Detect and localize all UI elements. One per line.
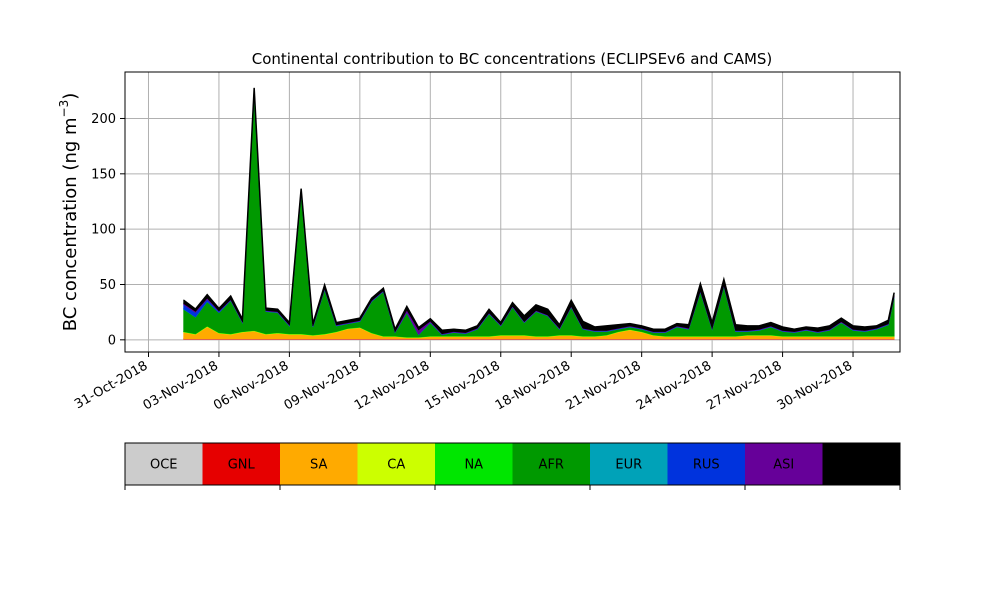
x-tick-label: 12-Nov-2018 <box>352 358 432 413</box>
x-tick-label: 30-Nov-2018 <box>775 358 855 413</box>
y-axis-label-main: BC concentration (ng m <box>60 117 81 331</box>
area-series-asi <box>183 91 895 335</box>
legend-swatch-asi <box>745 443 823 485</box>
total-outline <box>183 87 895 332</box>
legend-swatch-afr <box>512 443 591 485</box>
legend-swatch-na <box>435 443 513 485</box>
area-series-rus <box>183 91 895 336</box>
y-tick-label: 150 <box>91 167 116 182</box>
y-tick-label: 50 <box>99 278 116 293</box>
stacked-areas <box>183 87 895 341</box>
legend-swatch-ca <box>357 443 436 485</box>
y-axis-ticks: 0 50 100 150 200 <box>91 112 125 348</box>
y-tick-label: 0 <box>108 333 116 348</box>
legend-swatch-aus <box>822 443 901 485</box>
y-tick-label: 100 <box>91 223 116 238</box>
x-tick-label: 03-Nov-2018 <box>141 358 221 413</box>
x-tick-label: 09-Nov-2018 <box>282 358 362 413</box>
legend-label-ca: CA <box>387 458 405 473</box>
legend-swatch-rus <box>667 443 746 485</box>
x-tick-label: 31-Oct-2018 <box>72 358 150 412</box>
legend-label-gnl: GNL <box>228 458 256 473</box>
y-tick-label: 200 <box>91 112 116 127</box>
legend-swatch-gnl <box>202 443 281 485</box>
legend-label-aus: AUS <box>848 458 875 473</box>
area-series-afr <box>183 92 895 338</box>
legend-label-sa: SA <box>310 458 327 473</box>
area-series-aus <box>183 87 895 335</box>
y-axis-label: BC concentration (ng m−3) <box>57 93 81 332</box>
x-axis-ticks: 31-Oct-201803-Nov-201806-Nov-201809-Nov-… <box>72 352 855 413</box>
plot-frame <box>124 71 901 353</box>
legend-frame <box>124 442 901 486</box>
region-colorbar-legend: OCE GNL SA CA NA AFR EUR RUS ASI AUS <box>124 442 901 490</box>
legend-swatch-eur <box>590 443 668 485</box>
y-axis-label-exponent: −3 <box>57 100 71 118</box>
x-tick-label: 15-Nov-2018 <box>422 358 502 413</box>
legend-swatch-sa <box>280 443 358 485</box>
legend-label-rus: RUS <box>693 458 720 473</box>
legend-label-na: NA <box>464 458 483 473</box>
chart-title: Continental contribution to BC concentra… <box>252 50 773 68</box>
x-tick-label: 27-Nov-2018 <box>704 358 784 413</box>
x-tick-label: 21-Nov-2018 <box>563 358 643 413</box>
y-axis-label-close: ) <box>60 93 81 100</box>
legend-swatch-oce <box>125 443 203 485</box>
legend-label-oce: OCE <box>150 458 178 473</box>
x-tick-label: 06-Nov-2018 <box>211 358 291 413</box>
legend-label-asi: ASI <box>773 458 794 473</box>
x-tick-label: 18-Nov-2018 <box>493 358 573 413</box>
legend-label-eur: EUR <box>615 458 642 473</box>
area-series-eur <box>183 92 895 336</box>
x-tick-label: 24-Nov-2018 <box>634 358 714 413</box>
legend-label-afr: AFR <box>539 458 564 473</box>
